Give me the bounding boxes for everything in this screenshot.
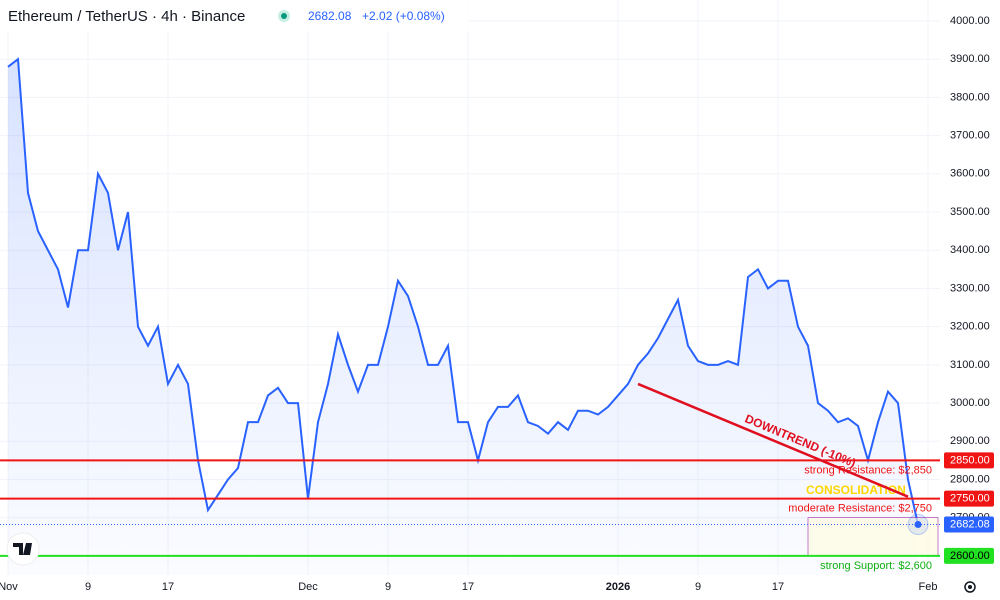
price-tag-label: 2750.00 — [950, 492, 990, 504]
x-tick-label: Feb — [919, 581, 938, 593]
area-fill — [8, 59, 918, 575]
y-tick-label: 3500.00 — [950, 206, 990, 218]
y-tick-label: 3900.00 — [950, 53, 990, 65]
chart-title: Ethereum / TetherUS · 4h · Binance — [8, 8, 245, 25]
y-tick-label: 3400.00 — [950, 244, 990, 256]
y-tick-label: 3300.00 — [950, 282, 990, 294]
y-tick-label: 3600.00 — [950, 168, 990, 180]
y-tick-label: 2800.00 — [950, 473, 990, 485]
x-tick-label: 17 — [162, 581, 174, 593]
price-line — [7, 57, 919, 525]
tv-logo — [6, 532, 40, 566]
y-tick-label: 3000.00 — [950, 397, 990, 409]
price-change: +2.02 (+0.08%) — [362, 9, 445, 23]
price-tag-label: 2600.00 — [950, 550, 990, 562]
x-tick-label: 17 — [462, 581, 474, 593]
y-tick-label: 3800.00 — [950, 91, 990, 103]
price-tag — [944, 516, 994, 533]
y-tick-label: 2900.00 — [950, 435, 990, 447]
x-tick-label: Dec — [298, 581, 318, 593]
x-tick-label: 2026 — [606, 581, 630, 593]
price-tag — [944, 547, 994, 564]
level-text: strong Resistance: $2,850 — [804, 464, 932, 476]
level-text: moderate Resistance: $2,750 — [788, 502, 932, 514]
price-tag — [944, 452, 994, 469]
y-tick-label: 3200.00 — [950, 321, 990, 333]
x-tick-label: 9 — [695, 581, 701, 593]
status-dot — [281, 13, 287, 19]
settings-icon[interactable] — [964, 581, 976, 593]
y-tick-label: 4000.00 — [950, 15, 990, 27]
header-bg — [0, 0, 470, 32]
price-tag-label: 2850.00 — [950, 454, 990, 466]
price: 2682.08 — [308, 9, 352, 23]
y-tick-label: 3700.00 — [950, 130, 990, 142]
x-tick-label: 9 — [385, 581, 391, 593]
price-tag — [944, 490, 994, 507]
x-tick-label: Nov — [0, 581, 18, 593]
x-tick-label: 9 — [85, 581, 91, 593]
trend-line — [637, 382, 909, 498]
last-point — [914, 521, 922, 529]
level-text: strong Support: $2,600 — [820, 560, 932, 572]
price-tag-label: 2682.08 — [950, 518, 990, 530]
y-tick-label: 3100.00 — [950, 359, 990, 371]
x-tick-label: 17 — [772, 581, 784, 593]
